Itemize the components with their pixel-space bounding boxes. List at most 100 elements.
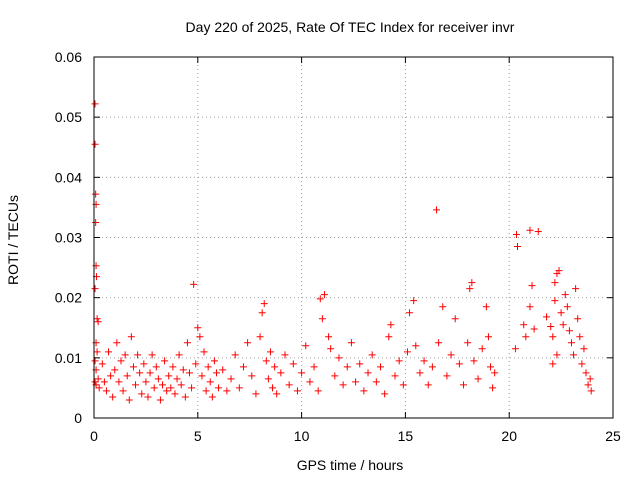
data-point [316,295,324,303]
data-point [412,342,420,350]
data-point [572,285,580,293]
data-point [177,381,185,389]
data-point [93,348,101,356]
data-point [196,333,204,341]
data-point [252,390,260,398]
data-point [574,315,582,323]
data-point [175,351,183,359]
data-point [466,285,474,293]
data-point [587,387,595,395]
data-point [489,384,497,392]
data-point [271,363,279,371]
data-point [526,303,534,311]
data-point [258,309,266,317]
data-point [94,375,102,383]
data-point [244,339,252,347]
data-point [522,333,530,341]
data-point [578,360,586,368]
data-point [109,393,117,401]
data-point [289,360,297,368]
data-point [91,140,99,148]
data-point [557,309,565,317]
data-point [460,381,468,389]
data-point [93,315,101,323]
data-point [514,243,522,251]
data-point [165,372,173,380]
data-point [335,354,343,362]
data-point [356,360,364,368]
data-point [553,351,561,359]
data-point [491,369,499,377]
data-point [320,291,328,299]
data-point [547,323,555,331]
data-point [318,315,326,323]
data-point [543,313,551,321]
data-point [113,339,121,347]
data-point [561,291,569,299]
data-point [293,387,301,395]
data-point [549,333,557,341]
data-point [478,345,486,353]
data-point [266,348,274,356]
data-point [181,393,189,401]
data-point [360,387,368,395]
data-point [416,369,424,377]
data-point [154,375,162,383]
data-point [190,280,198,288]
x-tick-label: 20 [501,428,517,444]
data-point [138,390,146,398]
data-point [91,285,99,293]
data-point [121,351,129,359]
data-point [565,327,573,335]
y-axis-label: ROTI / TECUs [5,195,21,285]
data-point [302,342,310,350]
data-point [202,387,210,395]
data-point [549,360,557,368]
data-point [474,375,482,383]
data-point [105,348,113,356]
data-point [551,297,559,305]
data-point [584,381,592,389]
data-point [132,381,140,389]
data-point [470,357,478,365]
data-point [248,372,256,380]
data-point [428,363,436,371]
data-points [91,100,595,404]
data-point [94,318,102,326]
y-tick-label: 0.02 [55,290,82,306]
data-point [273,390,281,398]
data-point [482,303,490,311]
data-point [395,357,403,365]
data-point [487,363,495,371]
data-point [403,348,411,356]
data-point [171,390,179,398]
data-point [526,226,534,234]
data-point [331,372,339,380]
data-point [256,333,264,341]
data-point [200,348,208,356]
data-point [239,363,247,371]
data-point [534,227,542,235]
y-tick-label: 0.01 [55,350,82,366]
y-tick-label: 0.05 [55,109,82,125]
data-point [281,351,289,359]
data-point [364,369,372,377]
data-point [511,345,519,353]
data-point [92,190,100,198]
data-point [435,339,443,347]
data-point [123,372,131,380]
data-point [179,366,187,374]
data-point [223,387,231,395]
y-tick-label: 0.04 [55,169,82,185]
axis-ticks [93,56,614,419]
data-point [134,351,142,359]
data-point [586,375,594,383]
data-point [150,384,158,392]
x-tick-label: 0 [90,428,98,444]
data-point [169,363,177,371]
data-point [484,333,492,341]
data-point [582,369,590,377]
data-point [455,360,463,368]
